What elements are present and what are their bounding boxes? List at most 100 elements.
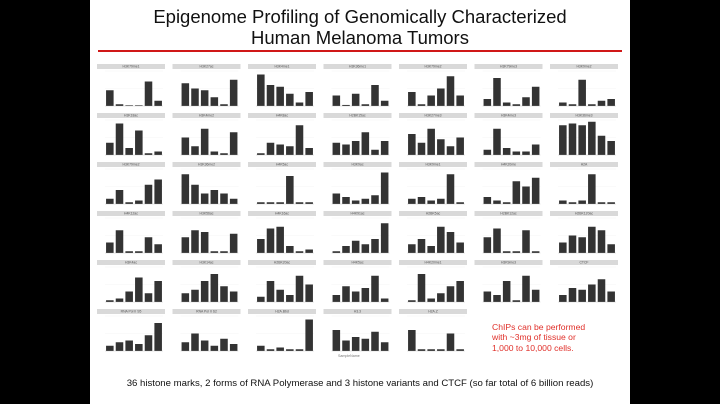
bar: [493, 200, 501, 204]
bar: [342, 340, 350, 351]
bar: [144, 184, 153, 204]
bar: [371, 275, 379, 302]
panel-title: RNA Pol II S5: [121, 310, 142, 314]
slide: Epigenome Profiling of Genomically Chara…: [90, 0, 630, 404]
bar: [154, 281, 162, 302]
slide-caption: 36 histone marks, 2 forms of RNA Polymer…: [126, 378, 594, 389]
bar: [437, 349, 445, 351]
title-underline: [98, 50, 622, 52]
bar: [483, 291, 492, 302]
panel: H2A.Z: [399, 309, 467, 355]
bar: [295, 202, 304, 204]
bar: [559, 200, 567, 204]
bar: [305, 319, 313, 351]
bar: [332, 295, 341, 302]
panel: CTCF: [550, 260, 618, 306]
bar: [200, 340, 209, 351]
bar: [144, 237, 153, 253]
bar: [597, 230, 606, 253]
bar: [295, 349, 304, 351]
bar: [568, 202, 577, 204]
bar: [181, 293, 190, 302]
bar: [210, 97, 219, 106]
bar: [493, 228, 501, 253]
panel-title: H3K79me2: [425, 65, 442, 69]
bar: [380, 100, 389, 106]
panel-title: H3K4me1: [274, 65, 289, 69]
panel-strip: [248, 211, 316, 216]
panel: H4K12ac: [97, 211, 165, 257]
bar: [342, 286, 350, 302]
panel: H3K4me3: [474, 113, 543, 159]
bar: [181, 137, 190, 155]
bar: [371, 85, 379, 106]
panel-strip: [399, 260, 467, 265]
panel: H4K8ac: [248, 113, 316, 159]
panel-title: H3K4me2: [199, 114, 214, 118]
panel-title: H2A.Bbd: [275, 310, 289, 314]
bar: [220, 153, 228, 155]
bar: [408, 330, 416, 351]
bar: [191, 88, 199, 106]
bar: [446, 76, 455, 106]
bar: [607, 244, 615, 253]
bar: [417, 349, 426, 351]
bar: [135, 130, 143, 155]
panel-title: H4K12ac: [124, 212, 138, 216]
bar: [257, 345, 265, 351]
bar: [408, 244, 416, 253]
bar: [361, 244, 370, 253]
panel-strip: [474, 162, 543, 167]
panel: H3K4ac: [97, 260, 165, 306]
bar: [351, 240, 360, 253]
bar: [144, 293, 153, 302]
slide-title-line-2: Human Melanoma Tumors: [251, 27, 469, 48]
panel: H3K36me2: [172, 162, 241, 208]
bar: [456, 349, 464, 351]
bar: [522, 97, 530, 106]
panel: H3K56ac: [172, 211, 241, 257]
bar: [276, 202, 284, 204]
panel-strip: [550, 162, 618, 167]
bar: [115, 298, 124, 302]
panel: H2BK120ac: [550, 211, 618, 257]
panel-title: H3K79me1: [123, 65, 140, 69]
bar: [502, 251, 511, 253]
bar: [210, 274, 219, 302]
panel: H4K91ac: [323, 211, 392, 257]
bar: [332, 193, 341, 204]
bar-chart-grid: H3K79me1 H3K27ac H3K4me1 H3K36me1 H3K79me2 H3…: [97, 64, 618, 355]
panel: H4K20me: [474, 162, 543, 208]
panel-strip: [248, 260, 316, 265]
bar: [286, 93, 294, 106]
bar: [106, 242, 114, 253]
panel-strip: [323, 211, 392, 216]
bar: [522, 275, 530, 302]
bar: [191, 230, 199, 253]
bar: [125, 105, 133, 106]
panel-title: H3K18ac: [124, 114, 138, 118]
bar: [351, 141, 360, 155]
bar: [200, 90, 209, 106]
panel: H3K27me3: [399, 113, 467, 159]
bar: [361, 288, 370, 302]
bar: [342, 197, 350, 204]
bar: [154, 323, 162, 351]
panel-strip: [97, 211, 165, 216]
panel-strip: [248, 309, 316, 314]
panel-strip: [474, 64, 543, 69]
bar: [286, 246, 294, 253]
panel-strip: [474, 260, 543, 265]
bar: [220, 104, 228, 106]
bar: [559, 125, 567, 155]
panel-title: H3K79me3: [500, 65, 517, 69]
panel-strip: [474, 113, 543, 118]
bar: [286, 295, 294, 302]
panel: H3.3: [323, 309, 392, 355]
bar: [106, 90, 114, 106]
bar: [342, 144, 350, 155]
bar: [229, 198, 238, 204]
bar: [417, 142, 426, 155]
bar: [427, 349, 435, 351]
bar: [446, 174, 455, 204]
